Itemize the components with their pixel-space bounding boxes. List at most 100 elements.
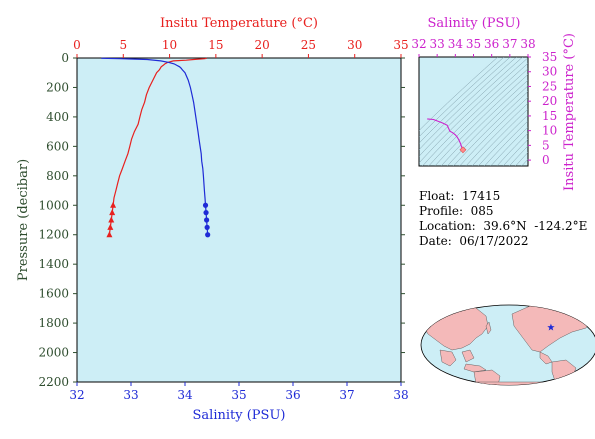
temperature-profile-line	[108, 57, 207, 235]
map-land-antarctica	[421, 381, 595, 385]
density-contour	[453, 91, 528, 166]
pressure-tick-label: 0	[61, 51, 69, 65]
temperature-marker	[106, 231, 113, 238]
density-contour	[419, 57, 517, 151]
density-contour	[459, 96, 528, 166]
density-contour	[509, 145, 528, 166]
ts-curve	[427, 118, 464, 151]
pressure-tick-label: 600	[46, 139, 69, 153]
float-location-marker	[547, 323, 555, 331]
temperature-tick-label: 5	[119, 38, 127, 52]
density-contour	[419, 57, 505, 138]
ts-salinity-tick-label: 32	[411, 37, 426, 51]
density-contour	[419, 57, 511, 144]
ts-salinity-tick-label: 37	[502, 37, 517, 51]
density-contour	[419, 57, 499, 131]
density-contours	[419, 27, 595, 170]
salinity-marker	[204, 224, 210, 230]
ts-salinity-tick-label: 38	[520, 37, 535, 51]
density-contour	[434, 74, 528, 166]
salinity-marker	[203, 210, 209, 216]
temperature-marker	[110, 201, 117, 208]
density-contour	[440, 79, 528, 166]
map-land-southeast-asia	[461, 349, 475, 363]
temperature-marker	[107, 223, 114, 230]
ts-plot-area	[418, 56, 529, 167]
salinity-tick-label: 35	[231, 388, 246, 402]
density-contour	[428, 68, 528, 166]
density-contour	[515, 152, 528, 166]
profile-plot: Insitu Temperature (°C) Salinity (PSU) P…	[16, 16, 409, 423]
salinity-tick-label: 38	[393, 388, 408, 402]
density-contour	[478, 114, 528, 166]
temperature-tick-label: 25	[301, 38, 316, 52]
ts-series	[427, 118, 467, 154]
profile-number-line: Profile: 085	[419, 204, 494, 218]
density-contour	[419, 57, 524, 157]
pressure-tick-label: 400	[46, 110, 69, 124]
date-line: Date: 06/17/2022	[419, 234, 529, 248]
ts-temperature-tick-label: 20	[542, 94, 557, 108]
ts-temperature-tick-label: 30	[542, 65, 557, 79]
pressure-tick-label: 1600	[38, 287, 69, 301]
salinity-axis-title: Salinity (PSU)	[193, 408, 286, 423]
salinity-tick-label: 37	[339, 388, 354, 402]
ts-end-marker	[459, 146, 467, 154]
pressure-tick-label: 1200	[38, 228, 69, 242]
density-contour	[447, 85, 528, 166]
density-contour	[422, 62, 528, 166]
pressure-tick-label: 2000	[38, 346, 69, 360]
density-contour	[580, 27, 595, 170]
density-contour	[465, 102, 528, 166]
salinity-marker	[205, 232, 211, 238]
pressure-tick-label: 1800	[38, 316, 69, 330]
location-map	[420, 304, 595, 386]
density-contour	[490, 126, 528, 166]
ts-salinity-tick-label: 36	[484, 37, 499, 51]
ts-salinity-tick-label: 33	[430, 37, 445, 51]
temperature-axis-title: Insitu Temperature (°C)	[160, 16, 318, 31]
map-land-indonesia	[463, 363, 487, 373]
location-line: Location: 39.6°N -124.2°E	[419, 219, 588, 233]
salinity-tick-label: 33	[123, 388, 138, 402]
density-contour	[496, 132, 528, 166]
density-contour	[419, 57, 528, 164]
ts-temperature-tick-label: 35	[542, 50, 557, 64]
salinity-tick-label: 32	[69, 388, 84, 402]
density-contour	[502, 139, 528, 166]
ts-temperature-tick-label: 10	[542, 124, 557, 138]
float-id-line: Float: 17415	[419, 189, 501, 203]
temperature-tick-label: 30	[347, 38, 362, 52]
temperature-tick-label: 10	[162, 38, 177, 52]
ts-temperature-tick-label: 25	[542, 79, 557, 93]
pressure-tick-label: 800	[46, 169, 69, 183]
pressure-tick-label: 1400	[38, 257, 69, 271]
ts-salinity-tick-label: 34	[448, 37, 464, 51]
density-contour	[471, 108, 528, 166]
profile-series	[101, 57, 211, 238]
ts-temperature-title: Insitu Temperature (°C)	[562, 33, 577, 191]
temperature-marker	[109, 209, 116, 216]
pressure-tick-label: 2200	[38, 375, 69, 389]
temperature-tick-label: 20	[255, 38, 270, 52]
float-star-icon	[547, 323, 555, 331]
pressure-tick-label: 200	[46, 80, 69, 94]
temperature-marker	[108, 216, 115, 223]
ts-temperature-tick-label: 5	[542, 138, 550, 152]
density-contour	[574, 27, 595, 170]
ts-salinity-title: Salinity (PSU)	[428, 16, 521, 31]
ts-temperature-tick-label: 15	[542, 109, 557, 123]
map-land-japan	[485, 321, 492, 335]
profile-axes: 0 5 10 15 20 25 30 35 32 33 34 35 36 37 38 0 200 400 600 80…	[38, 38, 408, 402]
map-land-central-america	[539, 351, 553, 365]
salinity-marker	[204, 217, 210, 223]
salinity-tick-label: 34	[177, 388, 193, 402]
temperature-tick-label: 0	[73, 38, 81, 52]
pressure-tick-label: 1000	[38, 198, 69, 212]
salinity-profile-line	[101, 57, 209, 235]
temperature-tick-label: 35	[393, 38, 408, 52]
pressure-axis-title: Pressure (decibar)	[16, 159, 31, 281]
